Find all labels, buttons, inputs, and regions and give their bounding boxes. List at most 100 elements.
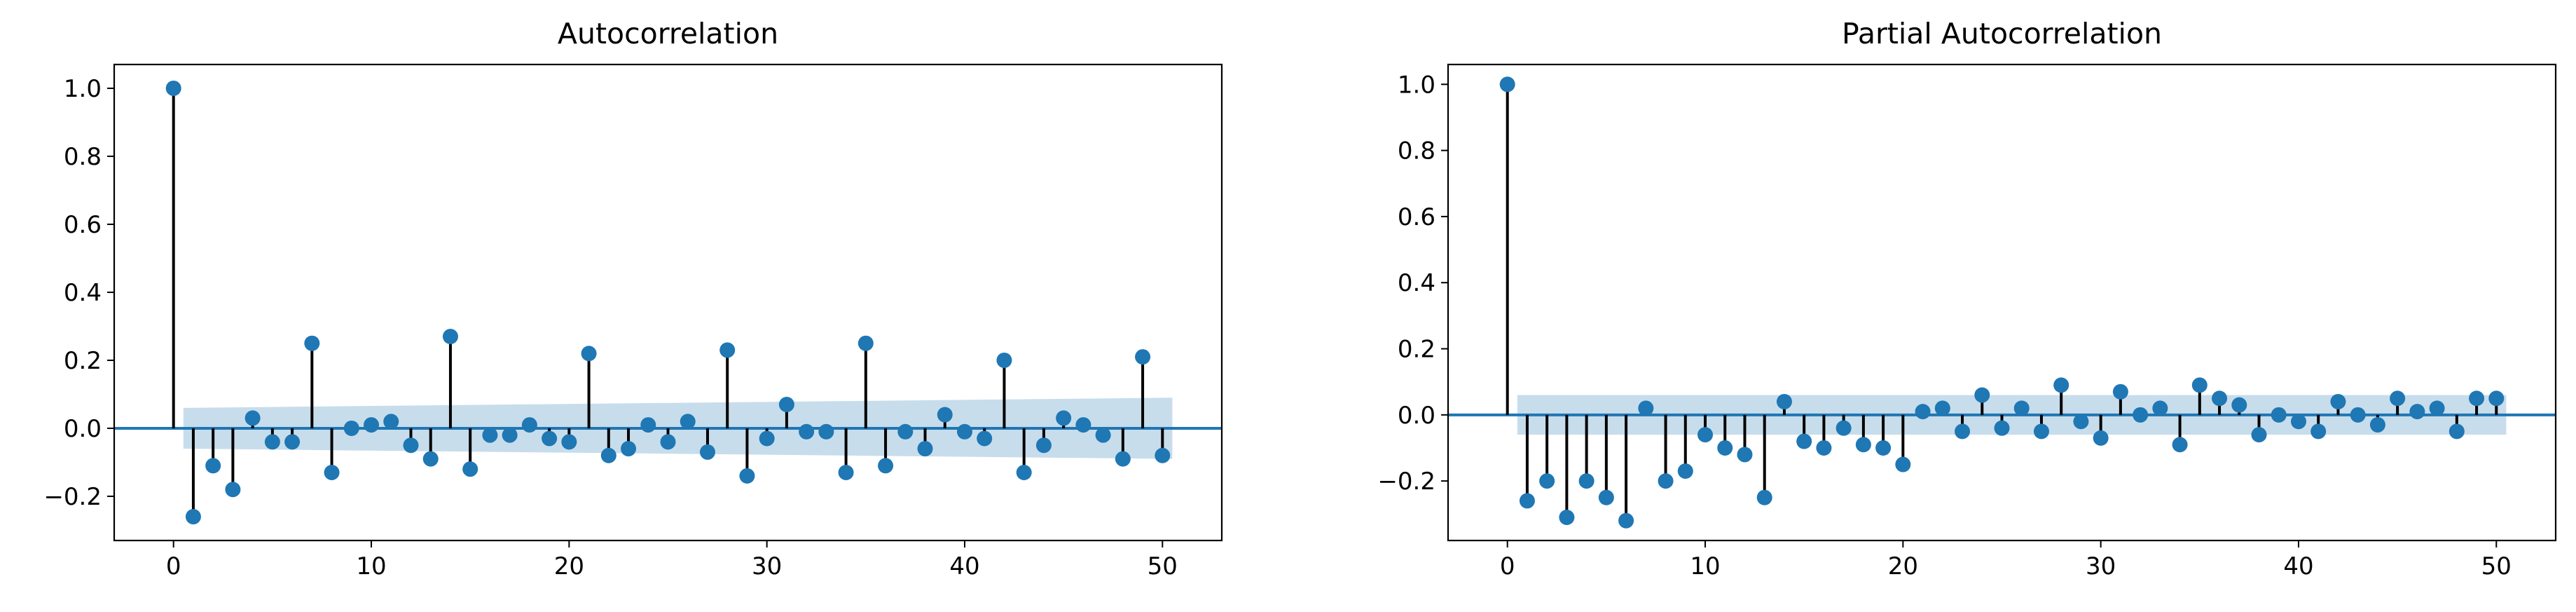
pacf-marker-36	[2212, 390, 2228, 407]
acf-marker-13	[422, 451, 439, 467]
pacf-axes-frame	[1447, 63, 2557, 542]
acf-marker-36	[878, 458, 894, 474]
acf-marker-9	[343, 420, 359, 436]
pacf-marker-3	[1559, 509, 1575, 525]
pacf-marker-23	[1955, 423, 1971, 440]
pacf-marker-37	[2231, 397, 2247, 413]
acf-xtick-label: 30	[752, 552, 782, 580]
acf-marker-3	[225, 482, 241, 498]
acf-xtick-label: 10	[356, 552, 386, 580]
pacf-marker-19	[1875, 440, 1892, 456]
pacf-marker-18	[1855, 437, 1871, 453]
pacf-marker-10	[1697, 427, 1714, 443]
pacf-ytick-label: 0.2	[1398, 336, 1435, 364]
pacf-marker-26	[2013, 400, 2030, 416]
pacf-marker-12	[1737, 447, 1753, 463]
acf-marker-41	[977, 430, 993, 447]
acf-marker-29	[739, 468, 755, 484]
pacf-title: Partial Autocorrelation	[1842, 17, 2162, 50]
acf-marker-12	[403, 437, 419, 454]
acf-marker-6	[284, 434, 301, 450]
pacf-marker-44	[2369, 416, 2385, 433]
acf-ytick-label: 1.0	[64, 75, 102, 103]
acf-marker-35	[857, 335, 874, 351]
acf-marker-33	[818, 423, 834, 440]
pacf-xtick-label: 20	[1888, 552, 1918, 580]
acf-marker-49	[1135, 349, 1151, 365]
pacf-marker-30	[2093, 430, 2109, 446]
pacf-marker-50	[2488, 390, 2505, 407]
pacf-marker-16	[1816, 440, 1832, 456]
acf-title: Autocorrelation	[558, 17, 778, 50]
pacf-marker-25	[1994, 420, 2010, 436]
pacf-marker-31	[2112, 383, 2128, 400]
acf-marker-50	[1155, 447, 1171, 463]
pacf-marker-48	[2448, 423, 2465, 440]
pacf-marker-46	[2409, 404, 2425, 420]
acf-xtick-label: 20	[554, 552, 584, 580]
pacf-marker-4	[1578, 473, 1594, 489]
acf-ytick-label: 0.0	[64, 415, 102, 443]
acf-marker-32	[799, 423, 815, 440]
pacf-xtick-label: 10	[1690, 552, 1720, 580]
acf-marker-46	[1075, 417, 1091, 433]
acf-marker-24	[640, 417, 656, 433]
pacf-panel: 0 10 20 30 40 50 −0.2 0.0 0.2 0.4 0.6 0.8 1.0 Partial…	[1377, 17, 2557, 580]
acf-marker-19	[542, 430, 558, 447]
pacf-xtick-label: 40	[2283, 552, 2313, 580]
pacf-marker-49	[2469, 390, 2485, 407]
acf-marker-4	[244, 410, 261, 426]
acf-marker-40	[956, 423, 972, 440]
acf-panel: 0 10 20 30 40 50 −0.2 0.0 0.2 0.4 0.6 0.8 1.0 Autocor…	[43, 17, 1223, 580]
acf-marker-28	[719, 342, 736, 358]
pacf-marker-29	[2073, 414, 2089, 430]
acf-marker-8	[324, 465, 340, 480]
pacf-marker-42	[2330, 393, 2346, 409]
acf-marker-26	[680, 414, 696, 430]
acf-marker-44	[1035, 437, 1052, 454]
acf-xtick-label: 50	[1148, 552, 1178, 580]
pacf-marker-33	[2152, 400, 2168, 416]
acf-marker-5	[264, 434, 280, 450]
acf-ytick-label: 0.8	[64, 143, 102, 171]
pacf-ytick-label: 0.0	[1398, 402, 1435, 430]
pacf-marker-8	[1658, 473, 1674, 489]
acf-marker-0	[165, 80, 181, 96]
acf-marker-47	[1095, 427, 1111, 443]
pacf-marker-45	[2390, 390, 2406, 407]
pacf-marker-1	[1519, 493, 1535, 509]
pacf-marker-5	[1598, 489, 1614, 505]
pacf-marker-38	[2251, 427, 2267, 443]
pacf-marker-7	[1638, 400, 1654, 416]
acf-marker-25	[660, 434, 676, 450]
acf-marker-2	[205, 458, 221, 474]
pacf-marker-14	[1776, 393, 1792, 409]
acf-marker-1	[185, 509, 201, 525]
acf-marker-39	[937, 407, 953, 423]
acf-marker-20	[561, 434, 577, 450]
acf-marker-38	[917, 441, 933, 457]
pacf-ytick-label: 0.8	[1398, 137, 1435, 165]
acf-marker-11	[383, 414, 399, 430]
pacf-marker-20	[1895, 456, 1911, 472]
pacf-marker-41	[2310, 423, 2327, 440]
acf-marker-48	[1115, 451, 1131, 467]
acf-marker-43	[1016, 465, 1032, 480]
pacf-marker-11	[1717, 440, 1733, 456]
acf-marker-27	[699, 444, 715, 460]
pacf-marker-39	[2271, 407, 2287, 423]
pacf-marker-15	[1796, 433, 1812, 449]
acf-marker-42	[996, 352, 1012, 368]
acf-ytick-label: 0.6	[64, 211, 102, 239]
acf-marker-21	[581, 346, 597, 362]
pacf-xtick-label: 30	[2086, 552, 2116, 580]
pacf-marker-9	[1677, 463, 1693, 479]
acf-marker-31	[778, 397, 794, 412]
acf-xtick-label: 40	[949, 552, 979, 580]
acf-marker-10	[364, 417, 380, 433]
pacf-marker-40	[2290, 414, 2306, 430]
acf-marker-18	[521, 417, 537, 433]
pacf-marker-13	[1756, 489, 1772, 505]
acf-ytick-label: 0.2	[64, 347, 102, 375]
